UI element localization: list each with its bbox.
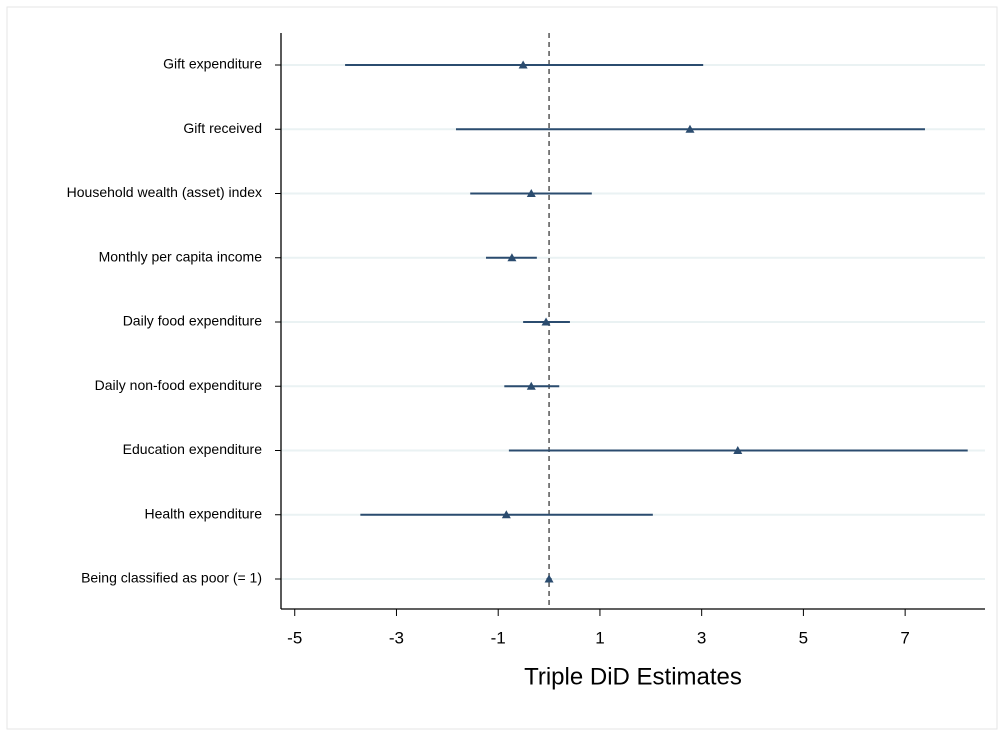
x-tick-label: 1 xyxy=(595,628,604,647)
y-tick-label: Gift expenditure xyxy=(163,56,262,72)
y-tick-label: Monthly per capita income xyxy=(99,248,263,264)
point-estimate xyxy=(518,60,528,69)
point-estimate xyxy=(685,124,695,133)
point-estimate xyxy=(733,446,743,454)
x-axis-label: Triple DiD Estimates xyxy=(524,663,742,690)
y-tick-label: Daily food expenditure xyxy=(123,313,263,329)
x-tick-label: -5 xyxy=(287,628,302,647)
point-estimate xyxy=(544,574,554,583)
y-tick-label: Being classified as poor (= 1) xyxy=(81,570,262,586)
point-estimate xyxy=(526,381,536,390)
x-tick-label: 3 xyxy=(697,628,706,647)
y-tick-label: Daily non-food expenditure xyxy=(95,377,263,393)
y-tick-label: Gift received xyxy=(183,120,262,136)
point-estimate xyxy=(507,253,517,262)
x-tick-label: 5 xyxy=(799,628,808,647)
y-tick-label: Household wealth (asset) index xyxy=(67,184,262,200)
point-estimate xyxy=(501,510,511,519)
x-tick-label: -1 xyxy=(491,628,506,647)
x-tick-label: 7 xyxy=(900,628,909,647)
point-estimate xyxy=(541,317,551,326)
point-estimate xyxy=(526,189,536,197)
chart-border xyxy=(6,6,998,730)
y-tick-label: Education expenditure xyxy=(123,441,263,457)
y-tick-label: Health expenditure xyxy=(144,505,262,521)
x-tick-label: -3 xyxy=(389,628,404,647)
